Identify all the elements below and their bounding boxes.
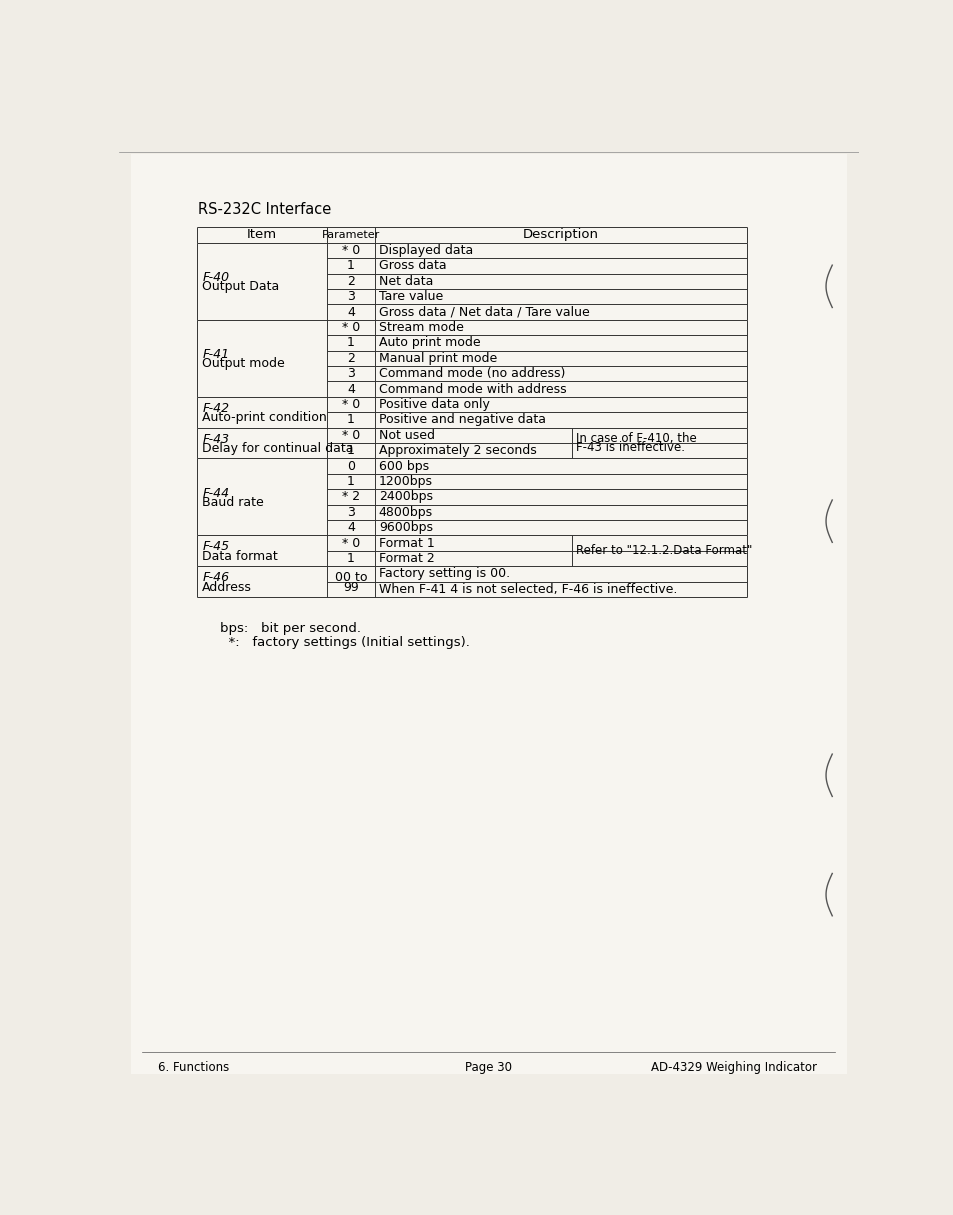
Text: In case of F-410, the: In case of F-410, the [576,431,696,445]
Text: When F-41 4 is not selected, F-46 is ineffective.: When F-41 4 is not selected, F-46 is ine… [378,583,677,595]
Text: * 0: * 0 [341,537,359,549]
Text: * 0: * 0 [341,321,359,334]
Text: 4800bps: 4800bps [378,505,433,519]
Text: Baud rate: Baud rate [202,496,264,509]
Text: Address: Address [202,581,252,593]
Text: AD-4329 Weighing Indicator: AD-4329 Weighing Indicator [650,1061,816,1074]
Text: * 0: * 0 [341,429,359,442]
Text: Gross data: Gross data [378,260,446,272]
Text: Command mode with address: Command mode with address [378,383,566,396]
Text: 9600bps: 9600bps [378,521,433,535]
Text: Data format: Data format [202,549,277,563]
Text: 4: 4 [347,383,355,396]
Text: * 0: * 0 [341,399,359,411]
Text: Approximately 2 seconds: Approximately 2 seconds [378,445,536,457]
Text: Parameter: Parameter [321,230,379,239]
Text: Output Data: Output Data [202,281,279,293]
Text: 00 to: 00 to [335,571,367,584]
Text: Output mode: Output mode [202,357,285,371]
Text: Auto-print condition: Auto-print condition [202,411,327,424]
Text: F-43: F-43 [202,433,229,446]
Text: F-42: F-42 [202,402,229,414]
Text: Factory setting is 00.: Factory setting is 00. [378,567,510,581]
Text: Description: Description [522,228,598,242]
Text: Delay for continual data: Delay for continual data [202,442,354,454]
Text: F-41: F-41 [202,347,229,361]
Text: Command mode (no address): Command mode (no address) [378,367,565,380]
Text: 3: 3 [347,367,355,380]
Text: 1: 1 [347,413,355,426]
Text: 1: 1 [347,445,355,457]
Text: Format 1: Format 1 [378,537,435,549]
Text: 2400bps: 2400bps [378,491,433,503]
Text: F-40: F-40 [202,271,229,284]
Text: 3: 3 [347,290,355,304]
Text: Auto print mode: Auto print mode [378,337,480,350]
Text: Positive data only: Positive data only [378,399,489,411]
Text: Refer to "12.1.2.Data Format": Refer to "12.1.2.Data Format" [576,544,752,558]
Text: 1: 1 [347,337,355,350]
Text: 0: 0 [347,459,355,473]
Text: F-46: F-46 [202,571,229,584]
Text: Net data: Net data [378,275,433,288]
Text: Page 30: Page 30 [465,1061,512,1074]
Text: Positive and negative data: Positive and negative data [378,413,545,426]
Text: 1: 1 [347,475,355,488]
Text: *:   factory settings (Initial settings).: *: factory settings (Initial settings). [220,635,470,649]
Text: 1: 1 [347,552,355,565]
Text: Stream mode: Stream mode [378,321,463,334]
Text: Manual print mode: Manual print mode [378,352,497,364]
Text: 2: 2 [347,275,355,288]
Text: F-43 is ineffective.: F-43 is ineffective. [576,441,684,454]
Text: 6. Functions: 6. Functions [158,1061,229,1074]
Text: Item: Item [247,228,276,242]
Text: 4: 4 [347,306,355,318]
Text: Format 2: Format 2 [378,552,435,565]
Text: Not used: Not used [378,429,435,442]
Text: 600 bps: 600 bps [378,459,429,473]
Text: 99: 99 [343,581,358,594]
Text: * 2: * 2 [341,491,359,503]
Text: RS-232C Interface: RS-232C Interface [198,203,332,217]
Text: 1200bps: 1200bps [378,475,433,488]
Text: F-45: F-45 [202,541,229,554]
Text: F-44: F-44 [202,486,229,499]
Text: 2: 2 [347,352,355,364]
Text: 4: 4 [347,521,355,535]
Text: * 0: * 0 [341,244,359,258]
Text: Gross data / Net data / Tare value: Gross data / Net data / Tare value [378,306,589,318]
Text: Tare value: Tare value [378,290,442,304]
Text: bps:   bit per second.: bps: bit per second. [220,622,360,634]
Text: Displayed data: Displayed data [378,244,473,258]
Text: 3: 3 [347,505,355,519]
Text: 1: 1 [347,260,355,272]
